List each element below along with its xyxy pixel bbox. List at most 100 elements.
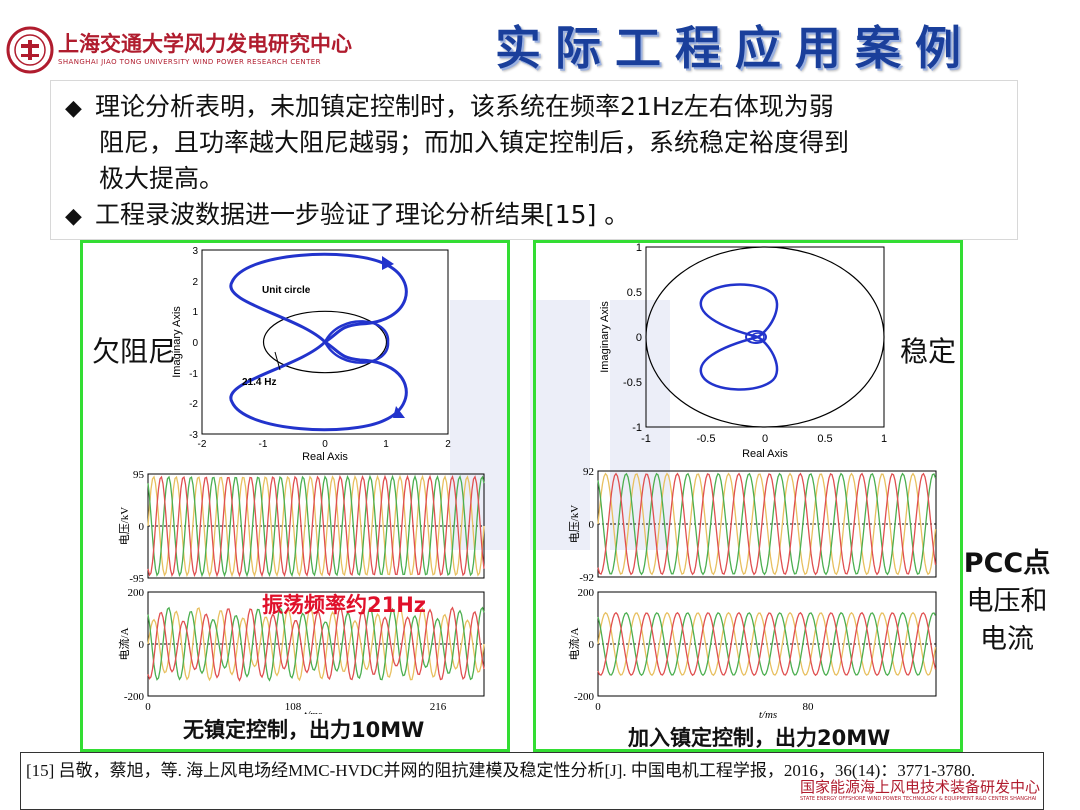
x-axis-label: t/ms	[304, 709, 322, 714]
arrow-lower-icon	[393, 406, 405, 418]
voltage-waveform-right: 92 0 -92 电压/kV	[568, 466, 937, 583]
x-tick: 0	[762, 433, 768, 445]
voltage-waveform-left: 95 0 -95 电压/kV	[118, 469, 485, 584]
y-tick: -0.5	[623, 377, 642, 389]
y-tick: -1	[632, 422, 642, 434]
nyquist-curve-upper	[229, 252, 408, 344]
x-tick: 1	[383, 439, 389, 450]
x-tick: -2	[198, 439, 207, 450]
y-tick: 200	[578, 587, 595, 599]
y-tick: -1	[189, 369, 198, 380]
diamond-bullet-icon: ◆	[65, 96, 82, 121]
logo-text: 上海交通大学风力发电研究中心	[58, 31, 352, 56]
x-tick: 80	[803, 701, 815, 713]
phase-waveform-2	[147, 606, 485, 682]
nyquist-plot-right: 1 0.5 0 -0.5 -1 -1 -0.5 0 0.5 1 Real Axi…	[599, 242, 887, 460]
x-axis-label: Real Axis	[742, 448, 788, 460]
y-axis-label: Imaginary Axis	[599, 301, 611, 373]
y-tick: -92	[579, 572, 594, 583]
logo-english-text: SHANGHAI JIAO TONG UNIVERSITY WIND POWER…	[58, 58, 321, 66]
y-tick: 1	[636, 242, 642, 254]
phase-waveform-3	[147, 474, 485, 578]
unit-circle	[645, 246, 885, 428]
y-axis-label: 电流/A	[117, 627, 131, 660]
y-tick: 92	[583, 466, 594, 478]
y-tick: 0	[636, 332, 642, 344]
phase-waveform-1	[147, 474, 485, 578]
phase-waveform-2	[597, 472, 937, 576]
x-tick: 2	[445, 439, 451, 450]
x-tick: -0.5	[697, 433, 716, 445]
diamond-bullet-icon: ◆	[65, 204, 82, 229]
y-tick: -95	[129, 573, 144, 584]
y-tick: -200	[574, 691, 595, 703]
x-tick: 0	[322, 439, 328, 450]
nyquist-curve-upper	[699, 283, 779, 339]
caption-right: 加入镇定控制，出力20MW	[628, 726, 891, 750]
y-tick: -2	[189, 399, 198, 410]
x-tick: 0.5	[817, 433, 832, 445]
panel-with-control	[533, 240, 963, 752]
nyquist-plot-left: Unit circle 21.4 Hz 3 2 1 0 -1 -2 -3 -2 …	[171, 246, 451, 463]
phase-waveform-3	[147, 606, 485, 682]
y-axis-label: 电压/kV	[568, 505, 581, 544]
annotation-arrow	[274, 351, 281, 371]
footer-logo-text: 国家能源海上风电技术装备研发中心	[800, 778, 1041, 796]
bullet-1: ◆ 理论分析表明，未加镇定控制时，该系统在频率21Hz左右体现为弱	[65, 89, 834, 127]
y-tick: -3	[189, 430, 198, 441]
y-tick: 1	[192, 307, 198, 318]
underdamped-label: 欠阻尼	[92, 335, 177, 368]
arrow-upper-icon	[382, 256, 394, 270]
unit-circle	[262, 310, 388, 374]
y-tick: 2	[192, 277, 198, 288]
watermark-logo	[450, 300, 670, 550]
y-tick: 0	[139, 639, 145, 651]
bullet-2-line-1: 工程录波数据进一步验证了理论分析结果[15] 。	[95, 200, 630, 229]
y-tick: 3	[192, 246, 198, 257]
x-tick: -1	[641, 433, 651, 445]
y-axis-label: Imaginary Axis	[171, 306, 183, 378]
bullet-1-line-3: 极大提高。	[99, 164, 225, 193]
x-axis-label: t/ms	[759, 709, 777, 721]
x-axis-label: Real Axis	[302, 451, 348, 463]
slide-title: 实际工程应用案例	[495, 21, 975, 75]
x-tick: 0	[145, 701, 151, 713]
phase-waveform-1	[147, 606, 485, 682]
nyquist-curve-lower	[699, 335, 779, 391]
y-tick: 0	[192, 338, 198, 349]
phase-waveform-1	[597, 611, 937, 677]
x-tick: 0	[595, 701, 601, 713]
annotation-freq: 21.4 Hz	[242, 377, 276, 388]
nyquist-curve-lower	[229, 340, 408, 432]
y-tick: 0	[589, 639, 595, 651]
y-axis-label: 电流/A	[567, 627, 581, 660]
oscillation-frequency-label: 振荡频率约21Hz	[262, 593, 427, 617]
pcc-label-line-1: PCC点	[963, 548, 1051, 579]
y-tick: -200	[124, 691, 145, 703]
phase-waveform-1	[597, 472, 937, 576]
university-seal-icon	[6, 26, 54, 74]
stable-label: 稳定	[900, 335, 957, 368]
reference-text: [15] 吕敬，蔡旭，等. 海上风电场经MMC-HVDC并网的阻抗建模及稳定性分…	[26, 761, 976, 780]
footer-logo-english-text: STATE ENERGY OFFSHORE WIND POWER TECHNOL…	[800, 796, 1037, 802]
panel-without-control	[80, 240, 510, 752]
x-tick: 1	[881, 433, 887, 445]
bullet-2: ◆ 工程录波数据进一步验证了理论分析结果[15] 。	[65, 197, 629, 235]
phase-waveform-2	[147, 474, 485, 578]
y-tick: 200	[128, 587, 145, 599]
phase-waveform-2	[597, 611, 937, 677]
bullet-box: ◆ 理论分析表明，未加镇定控制时，该系统在频率21Hz左右体现为弱 阻尼，且功率越…	[50, 80, 1018, 240]
pcc-label: PCC点 电压和 电流	[952, 545, 1062, 659]
caption-left: 无镇定控制，出力10MW	[183, 718, 425, 742]
plot-frame	[201, 249, 449, 435]
nyquist-curve-inner	[751, 332, 765, 342]
phase-waveform-3	[597, 611, 937, 677]
nyquist-curve-inner	[323, 320, 390, 364]
nyquist-curve-inner	[745, 330, 767, 344]
y-axis-label: 电压/kV	[118, 507, 131, 546]
y-tick: 0	[589, 519, 595, 531]
x-tick: 216	[430, 701, 447, 713]
y-tick: 95	[133, 469, 145, 481]
